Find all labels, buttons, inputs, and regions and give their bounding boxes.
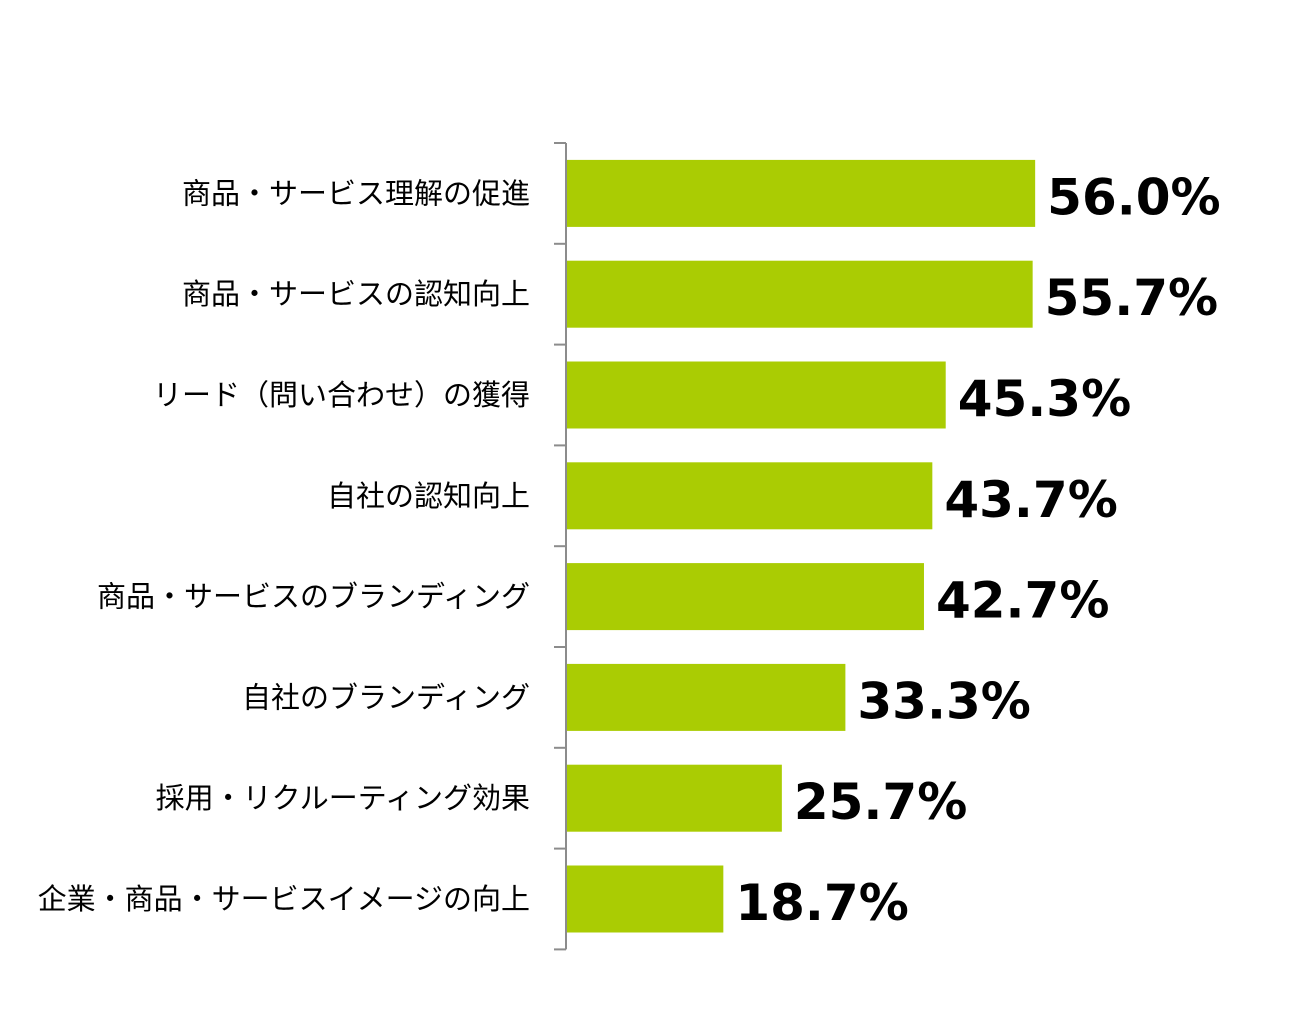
category-label: 商品・サービスの認知向上: [182, 277, 530, 311]
category-label: 企業・商品・サービスイメージの向上: [38, 882, 530, 916]
value-label: 45.3%: [958, 370, 1131, 428]
category-labels: 商品・サービス理解の促進商品・サービスの認知向上リード（問い合わせ）の獲得自社の…: [38, 176, 530, 916]
value-label: 43.7%: [944, 471, 1117, 529]
value-label: 42.7%: [936, 572, 1109, 630]
bar-8: [567, 865, 724, 933]
bar-6: [567, 663, 846, 731]
category-label: 商品・サービス理解の促進: [182, 176, 530, 210]
value-label: 18.7%: [735, 874, 908, 932]
bar-7: [567, 764, 782, 832]
value-label: 56.0%: [1047, 168, 1220, 226]
bar-5: [567, 563, 924, 631]
category-label: 商品・サービスのブランディング: [97, 580, 530, 614]
bars-group: [567, 159, 1036, 933]
bar-3: [567, 361, 946, 429]
category-label: 自社の認知向上: [327, 479, 530, 513]
bar-2: [567, 260, 1033, 328]
category-label: リード（問い合わせ）の獲得: [153, 378, 530, 412]
category-label: 自社のブランディング: [242, 680, 530, 714]
value-labels: 56.0% 55.7% 45.3% 43.7% 42.7% 33.3% 25.7% 18.7%: [735, 168, 1220, 932]
category-axis: [554, 142, 567, 951]
category-label: 採用・リクルーティング効果: [156, 781, 530, 815]
bar-4: [567, 462, 933, 530]
bar-1: [567, 159, 1036, 227]
value-label: 25.7%: [794, 773, 967, 831]
value-label: 55.7%: [1045, 269, 1218, 327]
value-label: 33.3%: [857, 672, 1030, 730]
